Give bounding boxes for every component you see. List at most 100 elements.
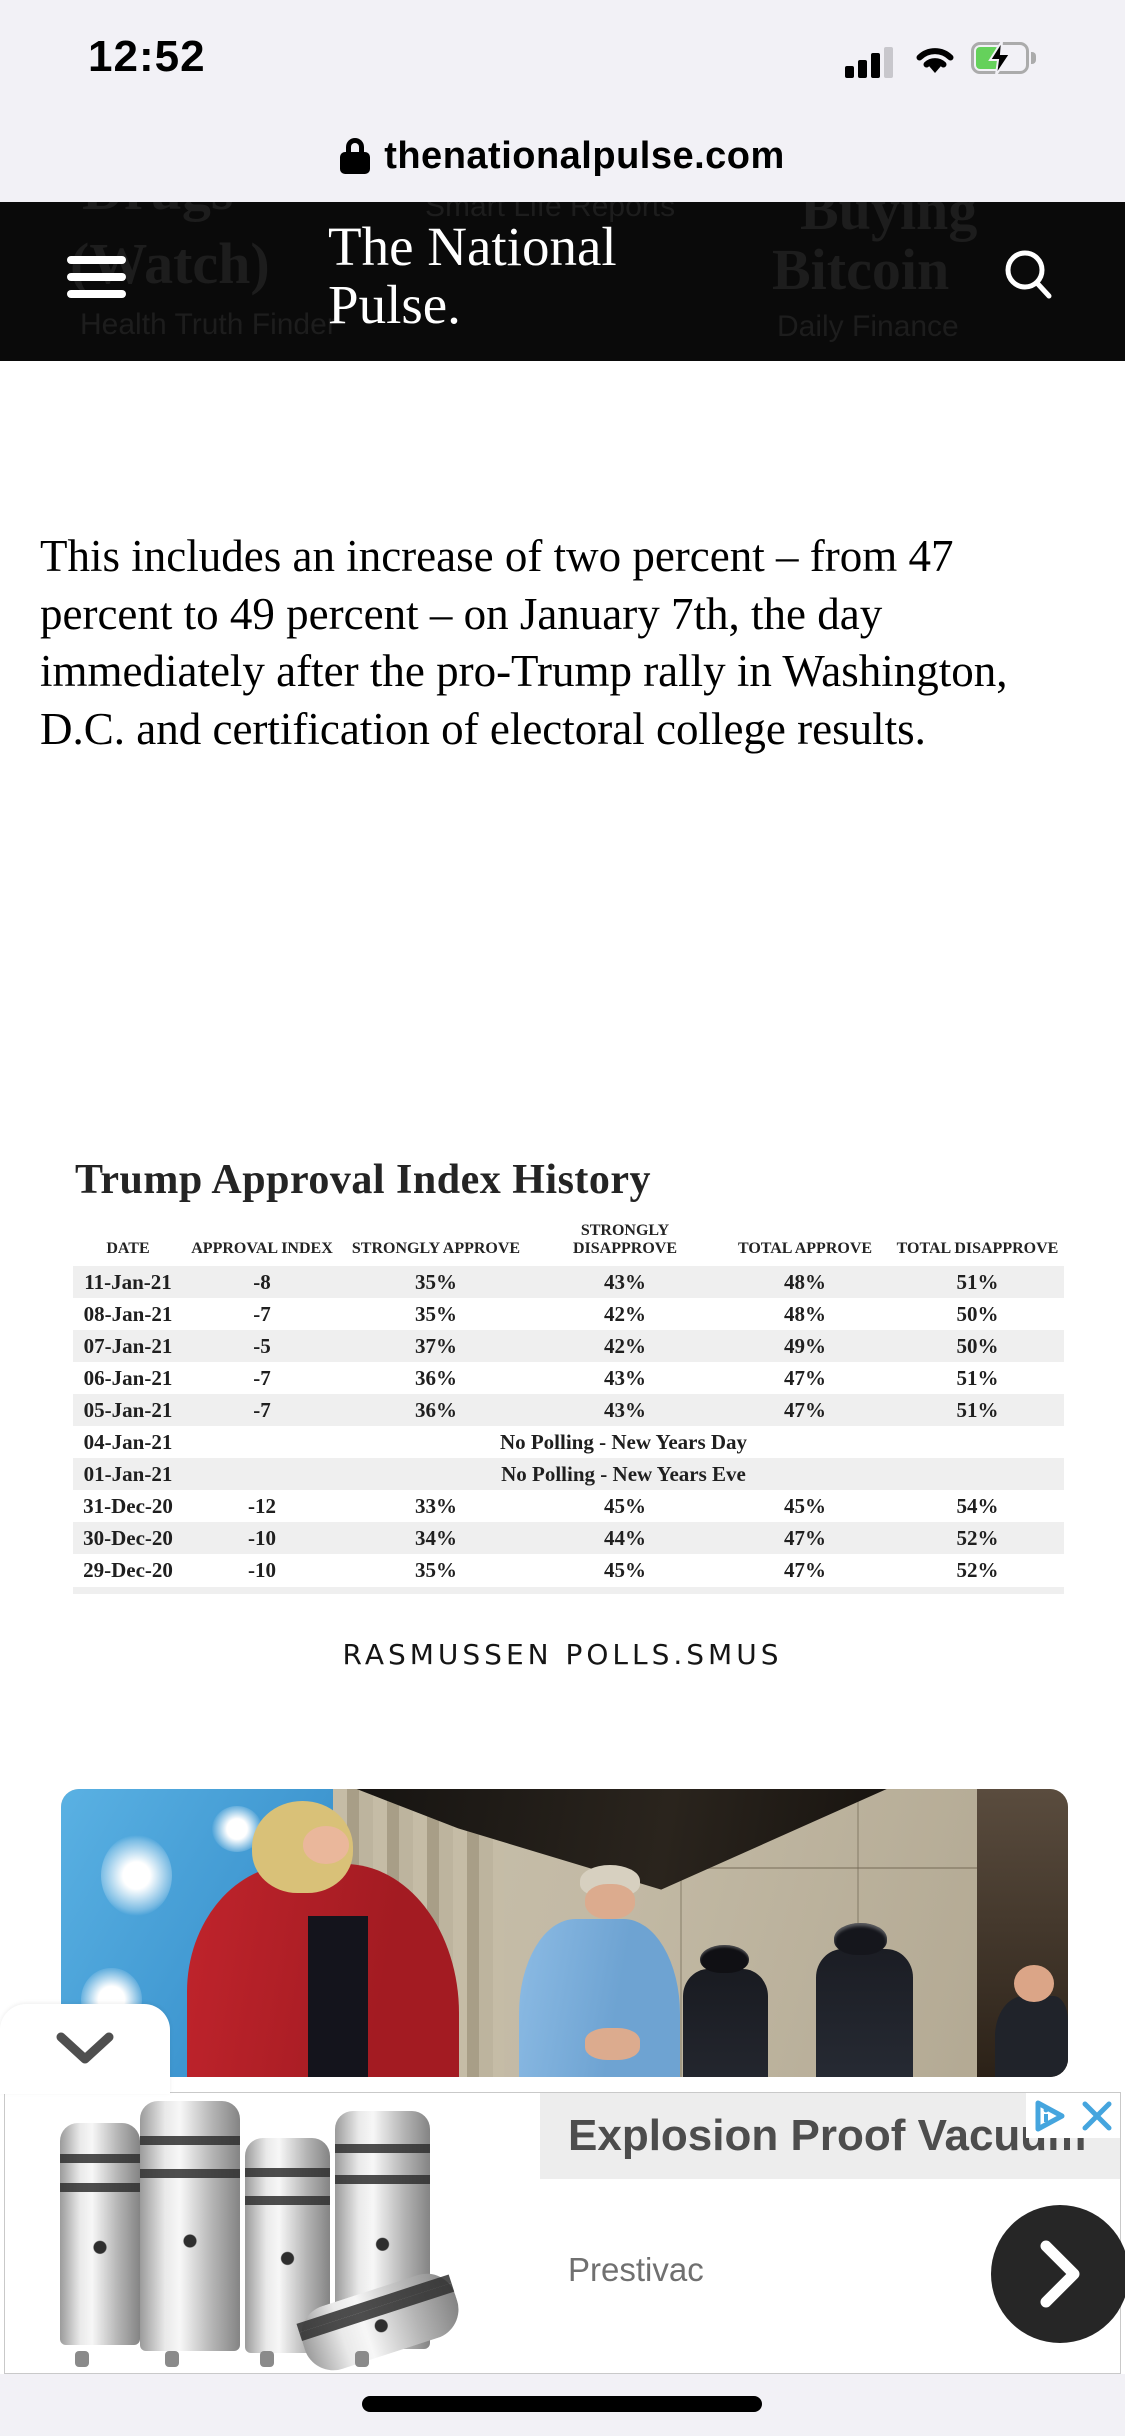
ad-product-image	[5, 2093, 540, 2373]
ad-headline-band: Explosion Proof Vacuum	[540, 2093, 1120, 2179]
table-row: 04-Jan-21 No Polling - New Years Day	[73, 1426, 1064, 1458]
article-photo	[61, 1789, 1068, 2077]
photo-woman-dark-top	[307, 1915, 369, 2077]
date-cell: 07-Jan-21	[83, 1333, 173, 1358]
table-row: 05-Jan-21 -7 36% 43% 47% 51%	[73, 1394, 1064, 1426]
value-cell: 35%	[415, 1557, 457, 1582]
value-cell: 35%	[415, 1301, 457, 1326]
photo-wall-seam	[680, 1789, 683, 2077]
article-paragraph: This includes an increase of two percent…	[40, 531, 1008, 754]
column-header: STRONGLY DISAPPROVE	[572, 1222, 677, 1257]
value-cell: 51%	[956, 1269, 999, 1294]
photo-officer-hands	[584, 2028, 640, 2060]
search-icon[interactable]	[1000, 246, 1056, 306]
date-cell: 05-Jan-21	[83, 1397, 173, 1422]
value-cell: -10	[248, 1557, 276, 1582]
value-cell: 34%	[415, 1525, 457, 1550]
date-cell: 06-Jan-21	[83, 1365, 173, 1390]
photo-officer-face	[584, 1884, 635, 1919]
ios-chrome-top: 12:52	[0, 0, 1125, 202]
date-cell: 31-Dec-20	[83, 1493, 173, 1518]
value-cell: 47%	[784, 1525, 826, 1550]
approval-table-section: DATE APPROVAL INDEX STRONGLY APPROVE STRONG…	[73, 1222, 1064, 1594]
value-cell: 36%	[415, 1397, 457, 1422]
lock-icon	[340, 138, 371, 174]
vacuum-canister	[60, 2123, 140, 2345]
table-bottom-edge	[73, 1587, 1064, 1594]
value-cell: 42%	[604, 1333, 646, 1358]
photo-tactical-officer-2	[816, 1948, 913, 2077]
ad-headline[interactable]: Explosion Proof Vacuum	[568, 2111, 1087, 2160]
date-cell: 08-Jan-21	[83, 1301, 173, 1326]
value-cell: 49%	[784, 1333, 826, 1358]
value-cell: 47%	[784, 1397, 826, 1422]
table-title: Trump Approval Index History	[75, 1157, 652, 1203]
value-cell: 42%	[604, 1301, 646, 1326]
vacuum-wheel	[75, 2351, 89, 2367]
table-header-row: DATE APPROVAL INDEX STRONGLY APPROVE STRONG…	[73, 1222, 1064, 1266]
value-cell: -8	[253, 1269, 271, 1294]
column-header: TOTAL DISAPPROVE	[896, 1240, 1059, 1257]
menu-button[interactable]	[67, 256, 126, 304]
site-title-line1: The National	[328, 216, 617, 277]
value-cell: 47%	[784, 1557, 826, 1582]
photo-crest-logo	[101, 1835, 172, 1916]
no-polling-cell: No Polling - New Years Eve	[501, 1461, 746, 1486]
ad-collapse-button[interactable]	[0, 2004, 170, 2094]
table-row: 30-Dec-20 -10 34% 44% 47% 52%	[73, 1522, 1064, 1554]
no-polling-cell: No Polling - New Years Day	[499, 1429, 748, 1454]
vacuum-wheel	[165, 2351, 179, 2367]
value-cell: 43%	[604, 1269, 646, 1294]
ghost-nav-smart-life-reports: Smart Life Reports	[425, 202, 676, 223]
safari-address-bar[interactable]: thenationalpulse.com	[0, 110, 1125, 202]
column-header: STRONGLY APPROVE	[351, 1240, 521, 1257]
status-clock: 12:52	[88, 32, 206, 81]
date-cell: 30-Dec-20	[83, 1525, 173, 1550]
ad-next-button[interactable]	[991, 2205, 1125, 2343]
value-cell: -12	[248, 1493, 276, 1518]
ad-brand: Prestivac	[568, 2251, 704, 2288]
chevron-down-icon	[56, 2032, 114, 2064]
column-header: TOTAL APPROVE	[737, 1240, 873, 1257]
table-caption: RASMUSSEN POLLS.SMUS	[342, 1638, 783, 1671]
status-icons	[845, 40, 1075, 82]
value-cell: 51%	[956, 1397, 999, 1422]
value-cell: 45%	[604, 1493, 646, 1518]
wifi-icon	[911, 42, 959, 83]
table-row: 07-Jan-21 -5 37% 42% 49% 50%	[73, 1330, 1064, 1362]
table-row: 01-Jan-21 No Polling - New Years Eve	[73, 1458, 1064, 1490]
url-domain: thenationalpulse.com	[384, 134, 785, 177]
value-cell: -7	[253, 1301, 271, 1326]
home-indicator[interactable]	[362, 2396, 762, 2412]
photo-woman-face	[302, 1826, 349, 1864]
photo-tactical-helmet-2	[834, 1922, 887, 1955]
vacuum-canister	[140, 2101, 240, 2351]
site-header: Drugs (Watch) Health Truth Finder Smart …	[0, 202, 1125, 361]
ghost-nav-health-truth-finder: Health Truth Finder	[80, 308, 337, 341]
value-cell: 51%	[956, 1365, 999, 1390]
ad-banner[interactable]: Explosion Proof Vacuum Prestivac	[4, 2092, 1125, 2374]
approval-table: DATE APPROVAL INDEX STRONGLY APPROVE STRONG…	[73, 1222, 1064, 1586]
photo-suit-man	[995, 1996, 1068, 2077]
value-cell: -10	[248, 1525, 276, 1550]
ad-close-icon[interactable]	[1073, 2093, 1120, 2138]
chevron-right-icon	[1040, 2240, 1080, 2308]
value-cell: 43%	[604, 1365, 646, 1390]
battery-charging-icon	[971, 40, 1037, 76]
photo-wall-seam	[685, 1866, 978, 1869]
adchoices-icon[interactable]	[1026, 2093, 1073, 2138]
value-cell: -7	[253, 1365, 271, 1390]
photo-tactical-helmet-1	[700, 1944, 749, 1974]
date-cell: 29-Dec-20	[83, 1557, 173, 1582]
site-title-line2: Pulse.	[328, 274, 461, 335]
table-row: 08-Jan-21 -7 35% 42% 48% 50%	[73, 1298, 1064, 1330]
value-cell: 43%	[604, 1397, 646, 1422]
value-cell: 48%	[784, 1301, 826, 1326]
table-row: 11-Jan-21 -8 35% 43% 48% 51%	[73, 1266, 1064, 1298]
table-row: 31-Dec-20 -12 33% 45% 45% 54%	[73, 1490, 1064, 1522]
value-cell: -7	[253, 1397, 271, 1422]
value-cell: 50%	[956, 1333, 999, 1358]
date-cell: 04-Jan-21	[83, 1429, 173, 1454]
site-title[interactable]: The National Pulse.	[328, 218, 617, 334]
table-row: 06-Jan-21 -7 36% 43% 47% 51%	[73, 1362, 1064, 1394]
